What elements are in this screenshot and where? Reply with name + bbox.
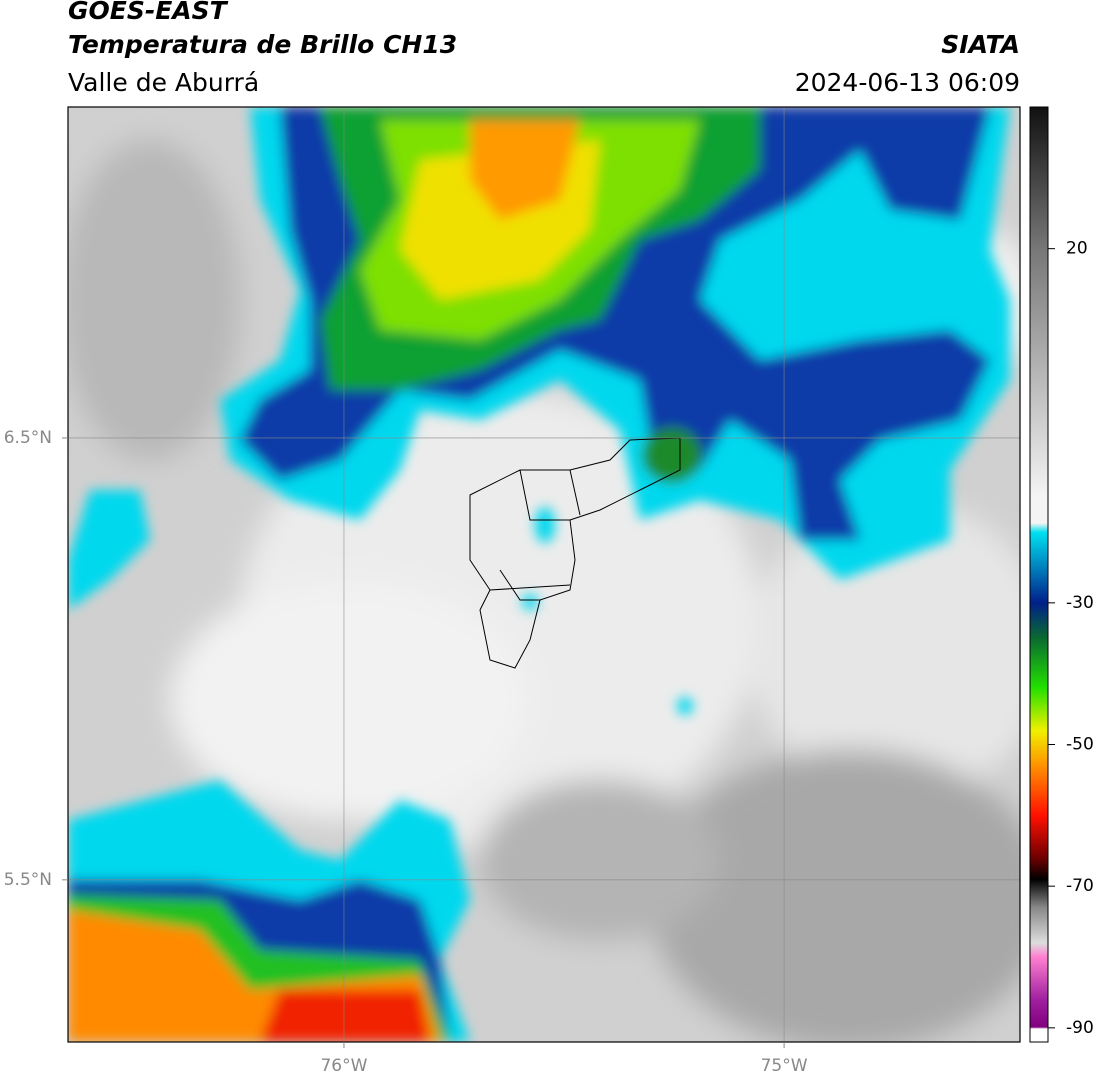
colorbar: [1029, 106, 1049, 1043]
x-tick-label: 75°W: [761, 1056, 808, 1076]
subtitle: Temperatura de Brillo CH13: [68, 30, 457, 59]
region: Valle de Aburrá: [68, 68, 259, 97]
y-tick-label: 6.5°N: [4, 428, 52, 448]
satellite-image: [68, 107, 1020, 1042]
datetime: 2024-06-13 06:09: [795, 68, 1020, 97]
source: SIATA: [941, 30, 1020, 59]
map-frame: [67, 106, 1021, 1043]
y-tick-label: 5.5°N: [4, 870, 52, 890]
title: GOES-EAST: [68, 0, 229, 25]
colorbar-tick-label: -70: [1066, 876, 1094, 896]
grid: [68, 107, 1020, 1042]
colorbar-tick-label: -50: [1066, 735, 1094, 755]
colorbar-tick-label: 20: [1066, 239, 1088, 259]
colorbar-tick-label: -90: [1066, 1018, 1094, 1038]
x-tick-label: 76°W: [320, 1056, 367, 1076]
colorbar-tick-label: -30: [1066, 593, 1094, 613]
